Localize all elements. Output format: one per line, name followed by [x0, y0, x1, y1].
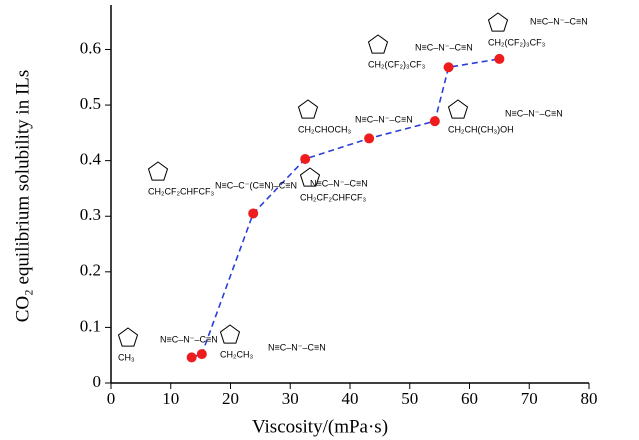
- y-tick-label: 0.5: [80, 94, 101, 113]
- y-axis-label: CO₂ equilibrium solubility in ILs: [12, 70, 33, 323]
- point: [248, 208, 259, 219]
- anion-label: N≡C–N⁻–C≡N: [530, 16, 588, 26]
- anion-label: N≡C–N⁻–C≡N: [310, 178, 368, 188]
- imidazolium-ring: [117, 327, 139, 347]
- cation-substituent: CH₃: [118, 352, 135, 362]
- anion-label: N≡C–N⁻–C≡N: [505, 108, 563, 118]
- trend-line: [191, 58, 500, 359]
- point: [443, 62, 454, 73]
- cation-substituent: CH₂(CF₂)₃CF₃: [488, 37, 546, 47]
- y-tick-label: 0: [93, 372, 102, 391]
- cation-substituent: CH₂CH₃: [220, 349, 253, 359]
- x-axis-label: Viscosity/(mPa·s): [252, 416, 388, 437]
- anion-label: N≡C–N⁻–C≡N: [160, 334, 218, 344]
- point: [494, 53, 505, 64]
- imidazolium-ring: [487, 12, 509, 32]
- point: [196, 349, 207, 360]
- y-tick-label: 0.4: [80, 150, 102, 169]
- x-tick-label: 50: [401, 389, 418, 408]
- cation-substituent: CH₂CHOCH₃: [298, 124, 351, 134]
- cation-substituent: CH₂(CF₂)₃CF₃: [368, 59, 426, 69]
- cation-substituent: CH₂CH(CH₃)OH: [448, 124, 514, 134]
- x-tick-label: 40: [342, 389, 359, 408]
- y-tick-label: 0.1: [80, 316, 101, 335]
- imidazolium-ring: [297, 99, 319, 119]
- y-tick-label: 0.2: [80, 261, 101, 280]
- anion-label: N≡C–N⁻–C≡N: [415, 42, 473, 52]
- anion-label: N≡C–N⁻–C≡N: [268, 342, 326, 352]
- x-tick-label: 10: [162, 389, 179, 408]
- x-tick-label: 30: [282, 389, 299, 408]
- imidazolium-ring: [219, 324, 241, 344]
- cation-substituent: CH₂CF₂CHFCF₃: [148, 186, 214, 196]
- point: [429, 116, 440, 127]
- y-tick-label: 0.6: [80, 38, 101, 57]
- y-tick-label: 0.3: [80, 205, 101, 224]
- imidazolium-ring: [447, 99, 469, 119]
- anion-label: N≡C–N⁻–C≡N: [355, 114, 413, 124]
- imidazolium-ring: [367, 34, 389, 54]
- x-tick-label: 60: [461, 389, 478, 408]
- point: [364, 133, 375, 144]
- imidazolium-ring: [299, 167, 321, 187]
- imidazolium-ring: [147, 161, 169, 181]
- point: [186, 352, 197, 363]
- anion-label: N≡C–C⁻(C≡N)–C≡N: [215, 180, 297, 190]
- x-tick-label: 70: [521, 389, 538, 408]
- x-tick-label: 0: [107, 389, 116, 408]
- x-tick-label: 20: [222, 389, 239, 408]
- point: [300, 153, 311, 164]
- cation-substituent: CH₂CF₂CHFCF₃: [300, 192, 366, 202]
- x-tick-label: 80: [581, 389, 598, 408]
